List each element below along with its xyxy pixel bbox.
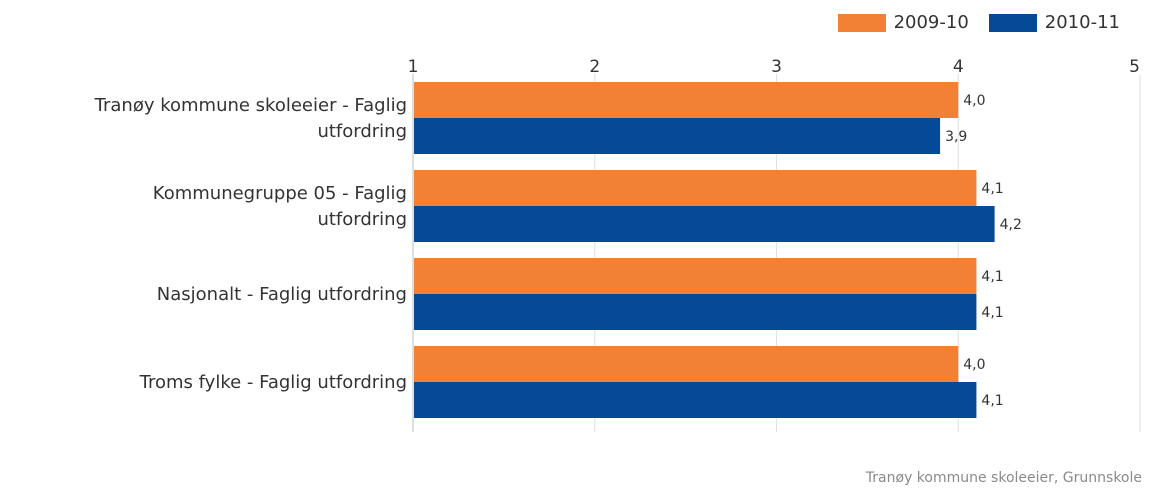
data-label: 3,9: [945, 129, 967, 145]
category-label: Kommunegruppe 05 - Faglig: [153, 183, 407, 204]
data-label: 4,1: [981, 305, 1003, 321]
x-tick-label: 4: [953, 57, 964, 77]
legend-swatch-2010-11: [988, 13, 1037, 32]
bar-2009-10: [414, 82, 959, 118]
x-tick-label: 2: [589, 57, 600, 77]
data-label: 4,1: [981, 269, 1003, 285]
bar-2009-10: [414, 170, 977, 206]
legend-item-2010-11[interactable]: 2010-11: [988, 12, 1120, 33]
bar-2009-10: [414, 346, 959, 382]
category-label: Nasjonalt - Faglig utfordring: [157, 284, 407, 305]
x-tick-label: 1: [408, 57, 419, 77]
x-tick-label: 5: [1129, 57, 1140, 77]
x-tick-label: 3: [771, 57, 782, 77]
legend-swatch-2009-10: [837, 13, 886, 32]
source-footer: Tranøy kommune skoleeier, Grunnskole: [865, 470, 1142, 486]
bar-2010-11: [414, 382, 977, 418]
bar-2009-10: [414, 258, 977, 294]
category-label: Troms fylke - Faglig utfordring: [139, 372, 407, 393]
bar-2010-11: [414, 206, 995, 242]
data-label: 4,2: [1000, 217, 1022, 233]
legend-item-2009-10[interactable]: 2009-10: [837, 12, 969, 33]
legend: 2009-10 2010-11: [837, 12, 1120, 33]
data-label: 4,0: [963, 93, 985, 109]
data-label: 4,1: [981, 393, 1003, 409]
category-label: utfordring: [317, 209, 407, 230]
legend-label-2009-10: 2009-10: [893, 12, 969, 33]
category-label: Tranøy kommune skoleeier - Faglig: [94, 95, 407, 116]
data-label: 4,0: [963, 357, 985, 373]
category-label: utfordring: [317, 121, 407, 142]
bar-2010-11: [414, 294, 977, 330]
data-label: 4,1: [981, 181, 1003, 197]
bar-2010-11: [414, 118, 941, 154]
legend-label-2010-11: 2010-11: [1044, 12, 1120, 33]
